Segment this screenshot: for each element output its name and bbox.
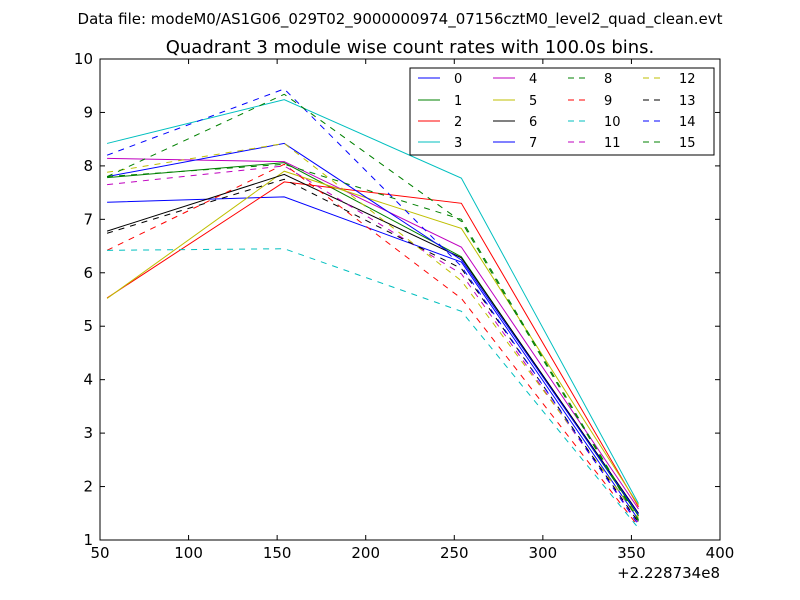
legend-item-3: 3 <box>418 136 462 151</box>
series-line-10 <box>107 248 639 529</box>
legend-frame <box>409 67 715 156</box>
plot-area-frame <box>99 58 721 541</box>
series-line-14 <box>106 88 639 526</box>
legend-item-0: 0 <box>418 72 462 87</box>
x-tick-label: 250 <box>440 544 469 562</box>
x-tick-label: 100 <box>174 544 203 562</box>
series-line-13 <box>106 178 639 523</box>
y-tick-label: 7 <box>83 210 93 228</box>
legend-label: 7 <box>529 136 537 151</box>
legend-label: 5 <box>529 94 537 109</box>
legend-item-5: 5 <box>493 94 537 109</box>
x-tick-label: 300 <box>529 544 558 562</box>
legend-item-1: 1 <box>418 94 462 109</box>
legend-label: 9 <box>604 94 612 109</box>
legend-label: 15 <box>679 136 696 151</box>
chart-suptitle: Data file: modeM0/AS1G06_029T02_90000009… <box>78 10 723 29</box>
series-line-4 <box>107 157 639 510</box>
x-tick-label: 50 <box>90 544 109 562</box>
series-line-5 <box>106 170 639 506</box>
series-line-15 <box>106 93 639 522</box>
legend-item-2: 2 <box>418 115 462 130</box>
y-tick-label: 8 <box>83 157 93 175</box>
legend-item-9: 9 <box>568 94 612 109</box>
y-tick-label: 9 <box>83 103 93 121</box>
legend-label: 1 <box>454 94 462 109</box>
legend-item-7: 7 <box>493 136 537 151</box>
y-tick-label: 4 <box>83 371 93 389</box>
y-tick-label: 10 <box>74 50 93 68</box>
series-line-3 <box>106 99 639 504</box>
legend-item-14: 14 <box>643 115 696 130</box>
series-line-8 <box>107 163 639 520</box>
legend-label: 3 <box>454 136 462 151</box>
legend-label: 11 <box>604 136 621 151</box>
legend-item-6: 6 <box>493 115 537 130</box>
legend-label: 0 <box>454 72 462 87</box>
legend-item-15: 15 <box>643 136 696 151</box>
legend-item-4: 4 <box>493 72 537 87</box>
legend-item-13: 13 <box>643 94 696 109</box>
series-line-12 <box>107 142 639 518</box>
series-line-11 <box>107 165 639 524</box>
x-tick-label: 350 <box>617 544 646 562</box>
y-tick-label: 5 <box>83 317 93 335</box>
legend-label: 6 <box>529 115 537 130</box>
legend-label: 12 <box>679 72 696 87</box>
series-layer <box>106 88 639 529</box>
y-tick-label: 2 <box>83 478 93 496</box>
chart-title: Quadrant 3 module wise count rates with … <box>166 37 655 58</box>
x-tick-label: 200 <box>351 544 380 562</box>
legend-item-8: 8 <box>568 72 612 87</box>
series-line-0 <box>107 196 639 520</box>
legend-item-12: 12 <box>643 72 696 87</box>
legend-item-11: 11 <box>568 136 621 151</box>
legend-label: 10 <box>604 115 621 130</box>
legend-label: 2 <box>454 115 462 130</box>
x-axis-offset-label: +2.228734e8 <box>617 564 720 582</box>
x-tick-label: 400 <box>706 544 735 562</box>
series-line-2 <box>106 181 639 508</box>
series-line-7 <box>106 142 639 515</box>
legend-label: 14 <box>679 115 696 130</box>
legend-label: 4 <box>529 72 537 87</box>
legend-label: 8 <box>604 72 612 87</box>
series-line-6 <box>106 173 639 514</box>
y-tick-label: 3 <box>83 424 93 442</box>
y-tick-label: 1 <box>83 531 93 549</box>
x-tick-label: 150 <box>263 544 292 562</box>
legend-item-10: 10 <box>568 115 621 130</box>
series-line-9 <box>106 163 639 527</box>
legend-label: 13 <box>679 94 696 109</box>
y-tick-label: 6 <box>83 264 93 282</box>
